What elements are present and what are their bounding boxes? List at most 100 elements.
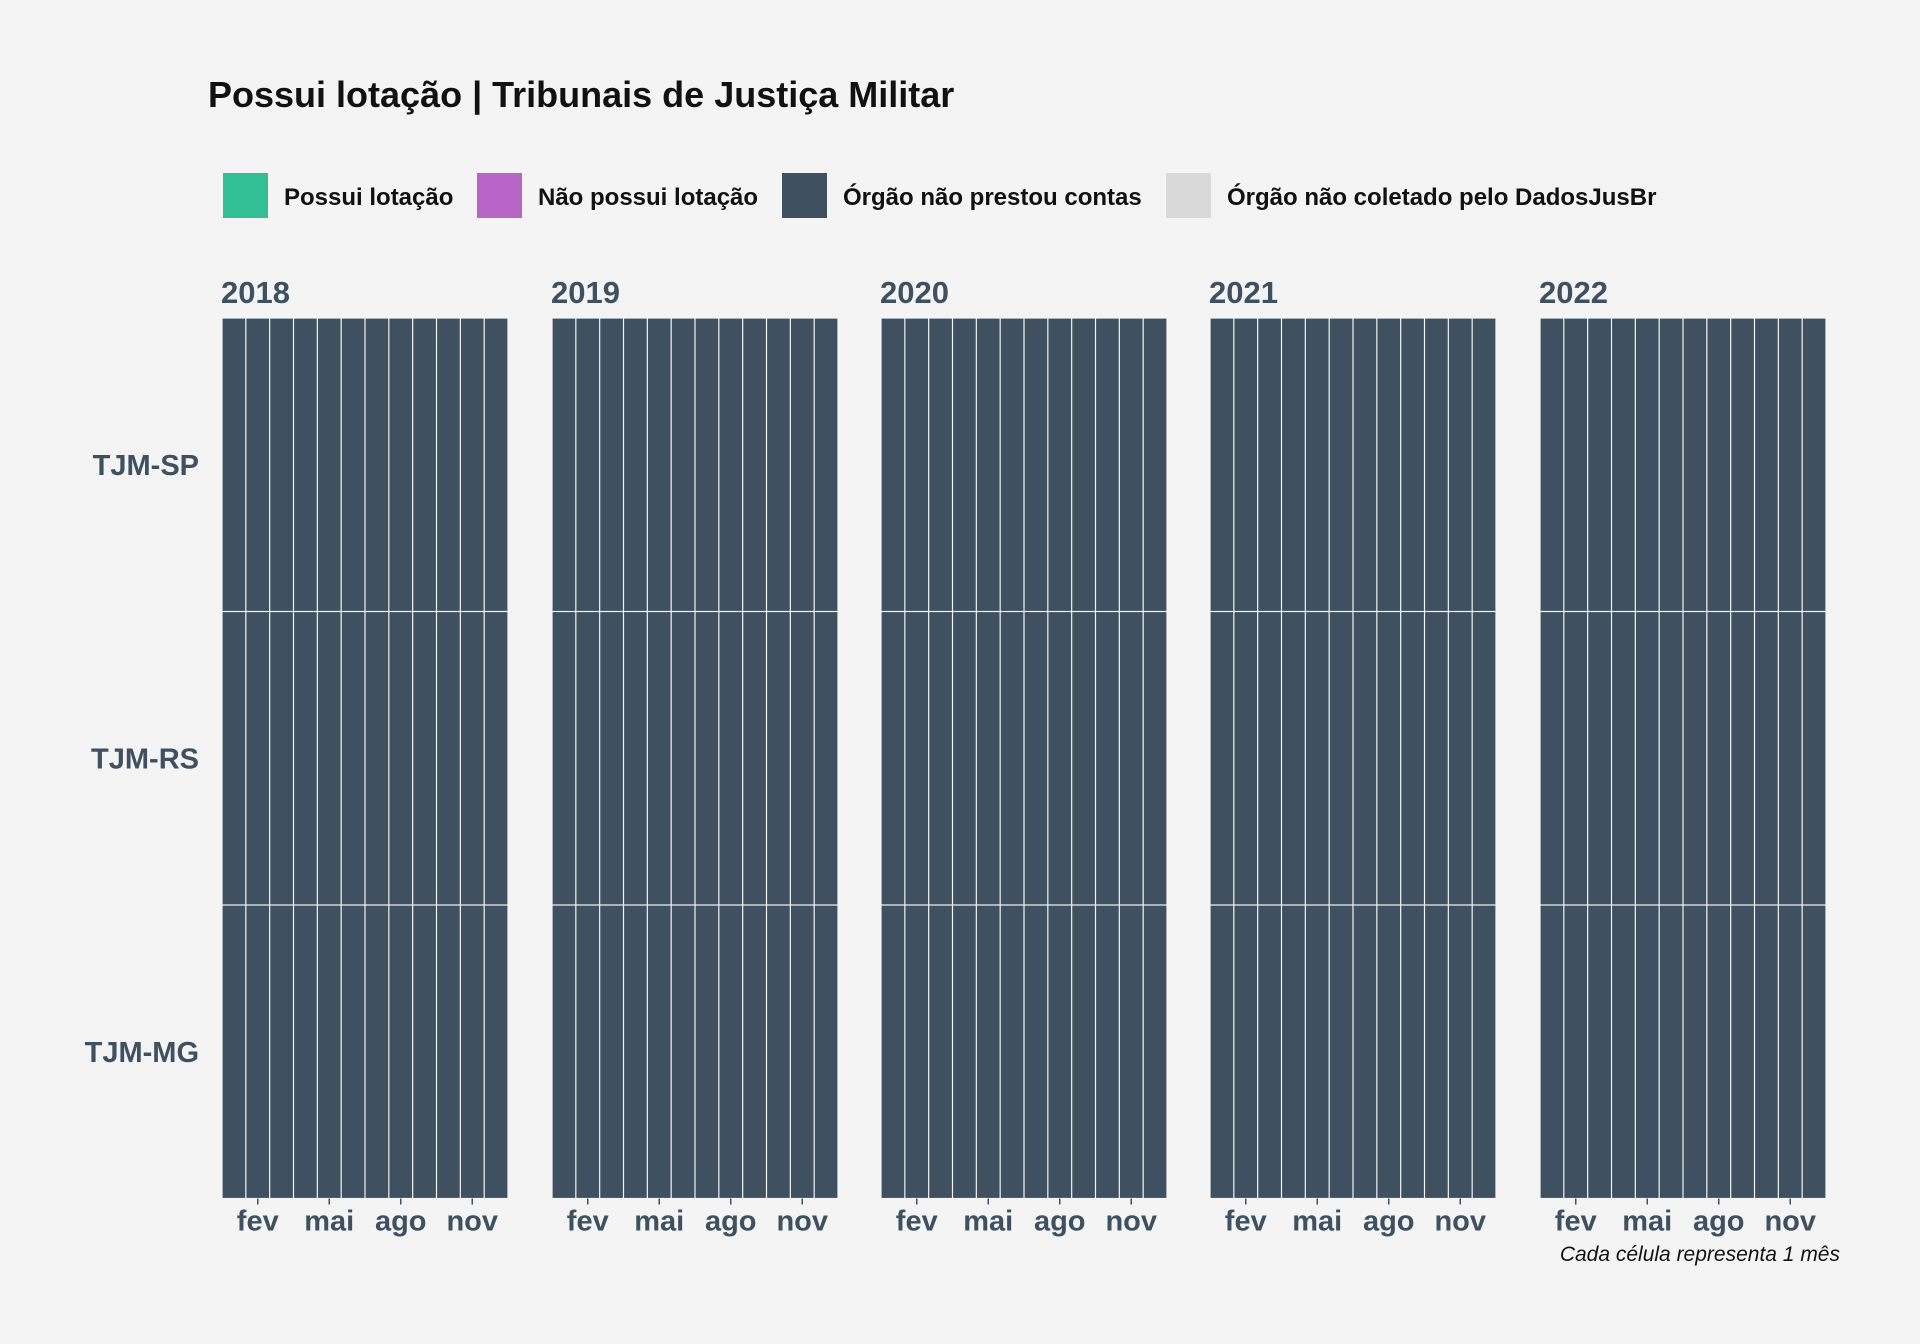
- cell-2018-tjm-sp-m10: [437, 318, 460, 611]
- cell-2021-tjm-rs-m11: [1448, 612, 1472, 905]
- cell-2018-tjm-rs-m10: [437, 612, 460, 905]
- cell-2022-tjm-rs-m2: [1564, 612, 1588, 905]
- cell-2019-tjm-rs-m3: [600, 612, 623, 905]
- cell-2020-tjm-rs-m12: [1143, 612, 1167, 905]
- cell-2021-tjm-sp-m6: [1329, 318, 1353, 611]
- x-tick-label-2020-mai: mai: [963, 1206, 1013, 1238]
- cell-2021-tjm-mg-m4: [1282, 905, 1305, 1198]
- cell-2019-tjm-sp-m3: [600, 318, 623, 611]
- cell-2021-tjm-rs-m3: [1258, 612, 1281, 905]
- cell-2022-tjm-rs-m7: [1683, 612, 1707, 905]
- cell-2018-tjm-rs-m7: [365, 612, 389, 905]
- cell-2018-tjm-mg-m4: [294, 905, 317, 1198]
- cell-2018-tjm-mg-m5: [317, 905, 341, 1198]
- cell-2019-tjm-sp-m1: [552, 318, 576, 611]
- cell-2022-tjm-mg-m12: [1802, 905, 1826, 1198]
- cell-2019-tjm-rs-m10: [767, 612, 790, 905]
- cell-2021-tjm-mg-m3: [1258, 905, 1281, 1198]
- cell-2021-tjm-sp-m11: [1448, 318, 1472, 611]
- cell-2021-tjm-rs-m4: [1282, 612, 1305, 905]
- cell-2021-tjm-mg-m2: [1234, 905, 1258, 1198]
- cell-2020-tjm-rs-m11: [1119, 612, 1143, 905]
- cell-2020-tjm-mg-m3: [929, 905, 952, 1198]
- cell-2021-tjm-rs-m8: [1377, 612, 1401, 905]
- cell-2021-tjm-sp-m10: [1425, 318, 1448, 611]
- facet-label-2021: 2021: [1209, 275, 1278, 310]
- cell-2019-tjm-rs-m11: [790, 612, 814, 905]
- x-tick-label-2021-fev: fev: [1225, 1206, 1267, 1238]
- cell-2022-tjm-sp-m1: [1540, 318, 1564, 611]
- cell-2020-tjm-sp-m5: [976, 318, 1000, 611]
- cell-2021-tjm-mg-m8: [1377, 905, 1401, 1198]
- cell-2019-tjm-rs-m4: [624, 612, 647, 905]
- x-tick-label-2018-fev: fev: [237, 1206, 279, 1238]
- cell-2018-tjm-sp-m7: [365, 318, 389, 611]
- cell-2019-tjm-mg-m8: [719, 905, 743, 1198]
- legend-label-4: Órgão não coletado pelo DadosJusBr: [1227, 183, 1656, 211]
- cell-2020-tjm-mg-m9: [1072, 905, 1095, 1198]
- cell-2022-tjm-sp-m2: [1564, 318, 1588, 611]
- cell-2020-tjm-rs-m4: [953, 612, 976, 905]
- x-tick-label-2021-ago: ago: [1363, 1206, 1415, 1238]
- x-tick-label-2022-nov: nov: [1764, 1206, 1816, 1238]
- legend: Possui lotação Não possui lotação Órgão nã…: [223, 173, 1656, 218]
- cell-2021-tjm-mg-m6: [1329, 905, 1353, 1198]
- cell-2021-tjm-rs-m9: [1401, 612, 1424, 905]
- legend-label-2: Não possui lotação: [538, 184, 758, 211]
- row-labels: TJM-SP TJM-RS TJM-MG: [85, 450, 199, 1069]
- cell-2020-tjm-sp-m11: [1119, 318, 1143, 611]
- cell-2022-tjm-rs-m5: [1635, 612, 1659, 905]
- cell-2022-tjm-mg-m4: [1612, 905, 1635, 1198]
- cell-2019-tjm-sp-m7: [695, 318, 719, 611]
- cell-2022-tjm-sp-m8: [1707, 318, 1731, 611]
- cell-2020-tjm-sp-m4: [953, 318, 976, 611]
- cell-2018-tjm-rs-m2: [246, 612, 270, 905]
- cell-2020-tjm-rs-m8: [1048, 612, 1072, 905]
- row-label-tjm-sp: TJM-SP: [93, 450, 199, 482]
- facet-label-2019: 2019: [551, 275, 620, 310]
- cell-2022-tjm-rs-m4: [1612, 612, 1635, 905]
- cell-2020-tjm-mg-m5: [976, 905, 1000, 1198]
- cell-2019-tjm-sp-m6: [671, 318, 695, 611]
- cell-2020-tjm-mg-m1: [881, 905, 905, 1198]
- cell-2019-tjm-mg-m10: [767, 905, 790, 1198]
- cell-2021-tjm-mg-m10: [1425, 905, 1448, 1198]
- cell-2018-tjm-rs-m8: [389, 612, 413, 905]
- cell-2018-tjm-rs-m12: [484, 612, 508, 905]
- legend-swatch-1: [223, 173, 268, 218]
- cell-2018-tjm-mg-m9: [413, 905, 436, 1198]
- cell-2019-tjm-mg-m1: [552, 905, 576, 1198]
- x-tick-label-2021-nov: nov: [1434, 1206, 1486, 1238]
- cell-2022-tjm-sp-m12: [1802, 318, 1826, 611]
- cell-2020-tjm-sp-m1: [881, 318, 905, 611]
- facet-label-2022: 2022: [1539, 275, 1608, 310]
- x-tick-label-2020-fev: fev: [896, 1206, 938, 1238]
- x-tick-label-2020-nov: nov: [1105, 1206, 1157, 1238]
- cell-2020-tjm-mg-m8: [1048, 905, 1072, 1198]
- facet-2022: 2022 fev mai ago nov: [1539, 275, 1826, 1238]
- cell-2020-tjm-sp-m12: [1143, 318, 1167, 611]
- cell-2019-tjm-rs-m6: [671, 612, 695, 905]
- cell-2019-tjm-rs-m12: [814, 612, 838, 905]
- cell-2018-tjm-sp-m3: [270, 318, 293, 611]
- cell-2022-tjm-sp-m6: [1659, 318, 1683, 611]
- cell-2022-tjm-mg-m1: [1540, 905, 1564, 1198]
- x-tick-label-2019-mai: mai: [634, 1206, 684, 1238]
- cell-2022-tjm-mg-m3: [1588, 905, 1611, 1198]
- cell-2018-tjm-rs-m9: [413, 612, 436, 905]
- cell-2018-tjm-mg-m2: [246, 905, 270, 1198]
- cell-2019-tjm-rs-m9: [743, 612, 766, 905]
- cell-2019-tjm-rs-m7: [695, 612, 719, 905]
- row-label-tjm-rs: TJM-RS: [91, 743, 199, 775]
- cell-2019-tjm-mg-m12: [814, 905, 838, 1198]
- cell-2021-tjm-mg-m1: [1210, 905, 1234, 1198]
- cell-2022-tjm-mg-m6: [1659, 905, 1683, 1198]
- cell-2020-tjm-sp-m8: [1048, 318, 1072, 611]
- cell-2020-tjm-sp-m9: [1072, 318, 1095, 611]
- cell-2022-tjm-mg-m8: [1707, 905, 1731, 1198]
- cell-2020-tjm-rs-m7: [1024, 612, 1048, 905]
- cell-2019-tjm-sp-m11: [790, 318, 814, 611]
- x-tick-label-2020-ago: ago: [1034, 1206, 1086, 1238]
- cell-2020-tjm-sp-m10: [1096, 318, 1119, 611]
- cell-2021-tjm-rs-m5: [1305, 612, 1329, 905]
